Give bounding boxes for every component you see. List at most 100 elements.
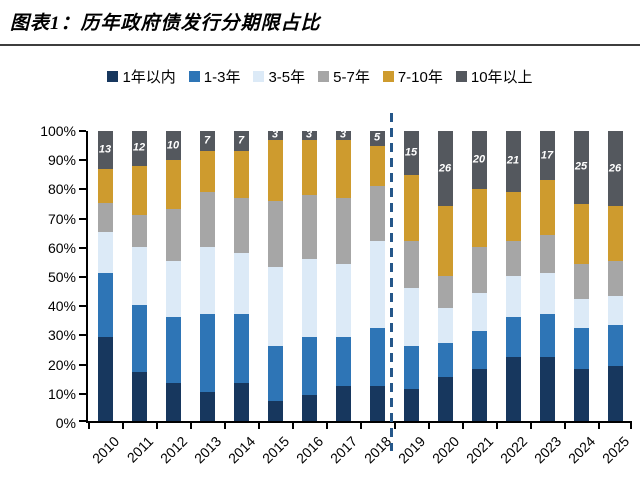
bar-segment-7-10年: [165, 160, 181, 210]
stacked-bar-2016: 3: [301, 128, 317, 421]
bar-slot-2025: 26: [598, 131, 632, 421]
legend-swatch: [455, 71, 467, 82]
bar-segment-3-5年: [539, 273, 555, 314]
forecast-divider-line: [390, 113, 393, 451]
x-axis-tick: [564, 423, 566, 429]
bar-segment-7-10年: [505, 191, 521, 242]
bar-segment-10年以上: 17: [539, 131, 555, 181]
bar-segment-3-5年: [335, 264, 351, 337]
legend-label: 1-3年: [203, 69, 241, 86]
bar-value-label: 3: [339, 128, 347, 141]
bar-value-label: 17: [540, 149, 554, 162]
legend-item-10年以上: 10年以上: [455, 66, 533, 87]
bar-segment-1-3年: [199, 313, 215, 392]
bar-segment-1年以内: [607, 365, 623, 421]
bar-slot-2016: 3: [292, 128, 326, 421]
bar-slot-2019: 15: [394, 131, 428, 421]
legend-label: 3-5年: [268, 69, 306, 86]
bar-segment-1-3年: [437, 342, 453, 378]
bar-segment-7-10年: [573, 203, 589, 265]
bar-segment-1年以内: [437, 377, 453, 421]
bar-segment-5-7年: [233, 197, 249, 253]
bar-slot-2013: 7: [190, 131, 224, 421]
bar-segment-1-3年: [301, 336, 317, 395]
bar-slot-2018: 5: [360, 131, 394, 421]
bar-segment-3-5年: [267, 267, 283, 346]
bar-segment-7-10年: [403, 174, 419, 242]
legend-swatch: [188, 71, 200, 82]
bar-segment-3-5年: [437, 307, 453, 343]
bar-segment-7-10年: [233, 151, 249, 198]
bar-segment-1年以内: [573, 368, 589, 421]
bar-slot-2012: 10: [156, 131, 190, 421]
bar-segment-10年以上: 13: [97, 131, 113, 169]
bar-segment-7-10年: [335, 139, 351, 198]
bar-segment-1年以内: [403, 389, 419, 421]
bar-segment-1-3年: [267, 345, 283, 401]
legend-swatch: [253, 71, 265, 82]
y-axis-tick: [79, 246, 86, 249]
bar-segment-3-5年: [233, 252, 249, 314]
bar-segment-10年以上: 25: [573, 131, 589, 204]
y-axis-label: 10%: [47, 385, 76, 402]
y-axis-tick: [79, 130, 86, 132]
bar-segment-3-5年: [131, 246, 147, 305]
bar-segment-1-3年: [505, 316, 521, 358]
bar-segment-7-10年: [437, 206, 453, 276]
y-axis-tick: [79, 217, 86, 220]
bar-segment-10年以上: 26: [607, 131, 623, 207]
legend-swatch: [382, 71, 394, 82]
y-axis-tick: [79, 420, 86, 422]
bar-segment-3-5年: [607, 296, 623, 326]
bar-segment-5-7年: [607, 261, 623, 297]
bar-segment-7-10年: [471, 189, 487, 247]
x-axis-tick: [496, 423, 498, 429]
x-axis-tick: [292, 423, 294, 429]
bar-segment-3-5年: [199, 246, 215, 314]
bar-segment-1年以内: [471, 368, 487, 421]
stacked-bar-2020: 26: [437, 131, 453, 421]
title-divider-line: [0, 44, 640, 46]
bar-segment-5-7年: [301, 194, 317, 259]
bar-segment-1-3年: [97, 273, 113, 337]
bar-segment-1-3年: [131, 304, 147, 372]
y-axis-label: 90%: [47, 152, 76, 169]
bar-segment-1年以内: [335, 386, 351, 421]
bar-value-label: 5: [373, 131, 381, 144]
bar-segment-5-7年: [539, 235, 555, 274]
bar-segment-7-10年: [131, 165, 147, 216]
legend-item-5-7年: 5-7年: [318, 66, 370, 87]
legend-label: 10年以上: [470, 69, 533, 86]
legend-label: 1年以内: [122, 69, 176, 86]
y-axis-label: 80%: [47, 181, 76, 198]
x-axis-tick: [122, 423, 124, 429]
stacked-bar-2015: 3: [267, 128, 283, 421]
bar-segment-3-5年: [573, 299, 589, 329]
bar-value-label: 3: [271, 128, 279, 141]
bar-segment-10年以上: 26: [437, 131, 453, 207]
bar-segment-10年以上: 7: [199, 131, 215, 152]
bar-segment-1-3年: [335, 336, 351, 387]
y-axis-label: 50%: [47, 269, 76, 285]
bar-segment-1-3年: [539, 313, 555, 358]
stacked-bar-2018: 5: [369, 131, 385, 421]
bar-value-label: 13: [98, 143, 112, 156]
bar-slot-2022: 21: [496, 131, 530, 421]
bar-segment-3-5年: [471, 293, 487, 332]
plot-area: 13 12 10 7 7 3 3 3 5 15 26 20 21 17 25 26: [86, 128, 632, 423]
stacked-bar-2014: 7: [233, 131, 249, 421]
y-axis-label: 0%: [55, 415, 76, 431]
bar-segment-1年以内: [505, 357, 521, 421]
bar-slot-2023: 17: [530, 131, 564, 421]
bar-segment-3-5年: [97, 232, 113, 274]
bar-segment-1-3年: [471, 331, 487, 369]
bar-segment-5-7年: [165, 209, 181, 262]
x-axis-tick: [428, 423, 430, 429]
x-axis-tick: [360, 423, 362, 429]
bar-segment-3-5年: [165, 261, 181, 317]
bar-value-label: 3: [305, 128, 313, 141]
x-axis-tick: [630, 423, 632, 429]
y-axis-tick: [79, 363, 86, 366]
bar-segment-3-5年: [301, 258, 317, 337]
bar-segment-7-10年: [301, 139, 317, 195]
